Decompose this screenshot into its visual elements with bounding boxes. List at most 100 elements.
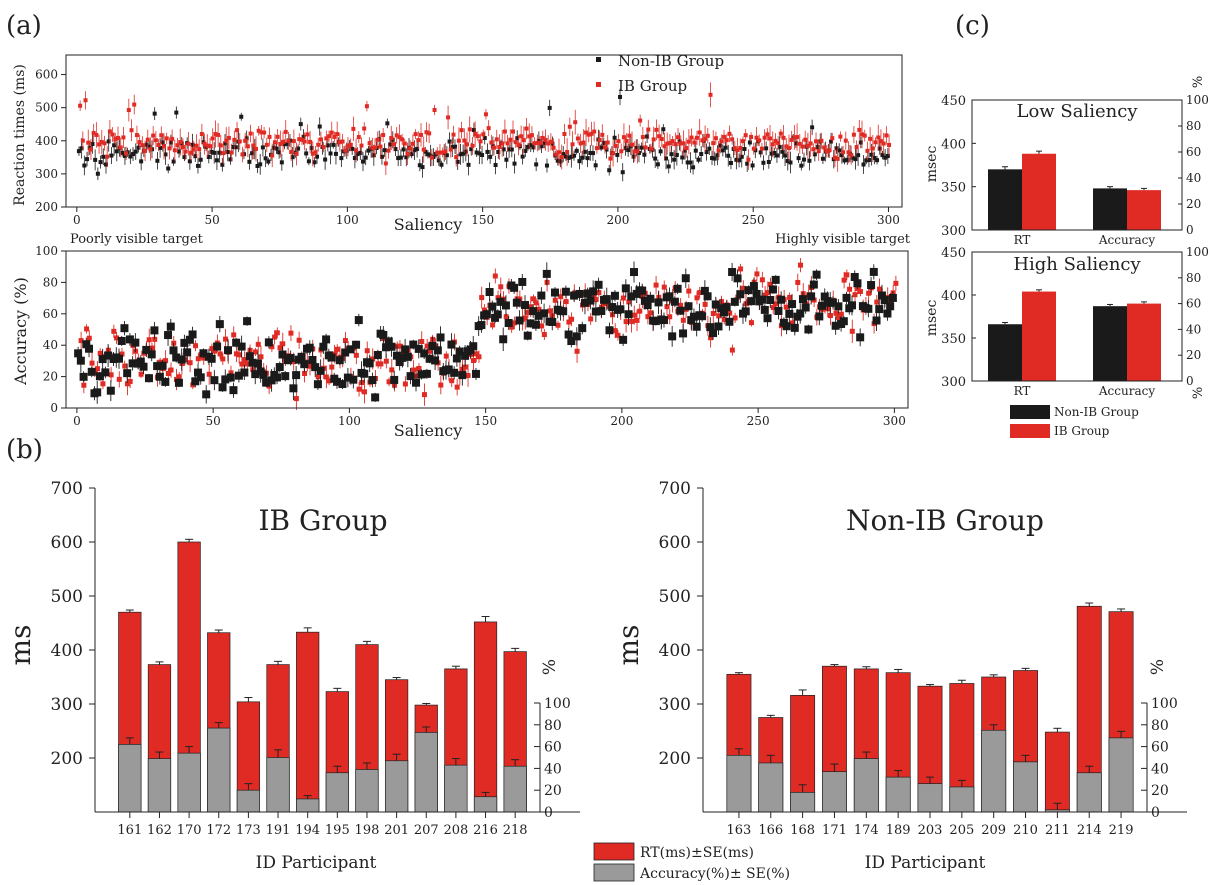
data-point <box>521 301 530 310</box>
a-top-frame <box>65 54 903 208</box>
data-point <box>795 279 801 285</box>
data-point <box>409 152 414 157</box>
c-low-ylabel-right: % <box>1191 76 1206 88</box>
data-point <box>828 298 837 307</box>
c-low-ytick-right-label: 0 <box>1186 223 1194 237</box>
a-bottom-xlabel: Saliency <box>394 421 463 440</box>
data-point <box>709 329 718 338</box>
data-point <box>583 289 592 298</box>
data-point <box>199 349 208 358</box>
data-point <box>881 141 886 146</box>
data-point <box>212 348 218 354</box>
accuracy-bar <box>917 783 943 813</box>
a-top-ytick-label: 500 <box>35 101 58 115</box>
data-point <box>107 129 112 134</box>
data-point <box>111 328 117 334</box>
data-point <box>297 137 302 142</box>
b-left-ytick-right-label: 80 <box>544 718 562 734</box>
c-high-ytick-label: 300 <box>941 375 966 390</box>
data-point <box>529 307 538 316</box>
data-point <box>412 378 421 387</box>
data-point <box>796 309 805 318</box>
data-point <box>599 145 604 150</box>
data-point <box>231 332 237 338</box>
data-point <box>452 354 461 363</box>
data-point <box>785 309 794 318</box>
data-point <box>493 163 498 168</box>
c-high-ytick-right-label: 100 <box>1186 245 1209 259</box>
data-point <box>161 377 170 386</box>
data-point <box>469 147 474 152</box>
data-point <box>207 144 212 149</box>
data-point <box>792 135 797 140</box>
data-point <box>87 367 96 376</box>
data-point <box>90 141 95 146</box>
data-point <box>816 149 821 154</box>
data-point <box>674 152 679 157</box>
data-point <box>800 144 805 149</box>
data-point <box>582 149 587 154</box>
data-point <box>333 151 338 156</box>
data-point <box>136 357 145 366</box>
data-point <box>750 163 755 168</box>
data-point <box>496 297 505 306</box>
b-right-axes: 163 166 168 171 174 189 203 205 209 210 211 214 219 2… <box>659 479 1187 838</box>
a-bottom-ytick-label: 0 <box>50 401 58 415</box>
data-point <box>209 346 215 352</box>
accuracy-bar <box>414 732 438 813</box>
data-point <box>818 301 827 310</box>
data-point <box>105 154 110 159</box>
data-point <box>670 297 679 306</box>
data-point <box>319 342 328 351</box>
data-point <box>691 165 696 170</box>
data-point <box>207 354 216 363</box>
data-point <box>471 369 480 378</box>
a-top-axes: 0 50 100 150 200 250 300 200 300 400 500 600 <box>35 54 903 227</box>
data-point <box>866 158 871 163</box>
data-point <box>155 158 160 163</box>
c-low-category-label: RT <box>1014 233 1031 247</box>
data-point <box>511 320 517 326</box>
data-point <box>444 365 453 374</box>
data-point <box>740 139 745 144</box>
a-top-xtick-label: 300 <box>877 213 900 227</box>
data-point <box>569 316 575 322</box>
data-point <box>313 380 322 389</box>
panel-label-b: (b) <box>6 435 43 465</box>
data-point <box>94 132 99 137</box>
data-point <box>422 369 431 378</box>
data-point <box>870 146 875 151</box>
summary-bar <box>1093 306 1127 381</box>
a-top-ylabel: Reaction times (ms) <box>12 64 28 206</box>
data-point <box>350 146 355 151</box>
data-point <box>738 145 743 150</box>
data-point <box>807 292 816 301</box>
data-point <box>168 140 173 145</box>
data-point <box>760 305 769 314</box>
data-point <box>479 295 485 301</box>
data-point <box>267 376 276 385</box>
data-point <box>416 365 422 371</box>
data-point <box>718 143 723 148</box>
data-point <box>463 149 468 154</box>
data-point <box>717 304 726 313</box>
data-point <box>112 143 117 148</box>
data-point <box>379 330 388 339</box>
data-point <box>645 314 651 320</box>
data-point <box>315 374 321 380</box>
data-point <box>693 148 698 153</box>
data-point <box>732 146 737 151</box>
data-point <box>653 282 659 288</box>
b-right-ytick-right-label: 20 <box>1151 783 1169 799</box>
data-point <box>174 110 179 115</box>
summary-bar <box>1093 188 1127 230</box>
data-point <box>352 156 357 161</box>
summary-bar <box>988 324 1022 381</box>
a-top-ytick-label: 300 <box>35 167 58 181</box>
data-point <box>121 135 126 140</box>
data-point <box>194 368 203 377</box>
data-point <box>424 130 429 135</box>
data-point <box>379 154 384 159</box>
data-point <box>223 346 232 355</box>
b-right-xlabel: ID Participant <box>865 853 986 873</box>
